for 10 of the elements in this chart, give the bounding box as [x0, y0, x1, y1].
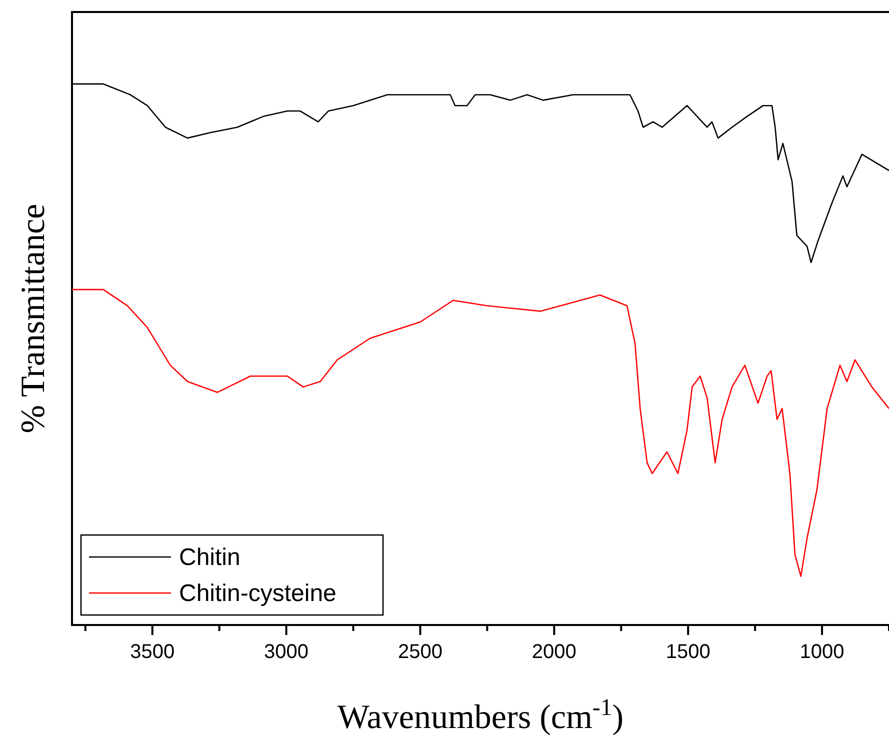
legend-label: Chitin-cysteine	[179, 580, 336, 607]
legend-label: Chitin	[179, 544, 240, 571]
x-tick-label: 2500	[398, 641, 442, 663]
y-axis-title: % Transmittance	[15, 204, 52, 434]
x-tick-label: 3000	[264, 641, 309, 663]
x-tick-label: 3500	[130, 641, 175, 663]
x-axis-title: Wavenumbers (cm$^{-1}$)	[337, 695, 624, 736]
x-tick-label: 1500	[666, 641, 710, 663]
x-tick-label: 2000	[532, 641, 576, 663]
x-tick-label: 1000	[800, 641, 844, 663]
